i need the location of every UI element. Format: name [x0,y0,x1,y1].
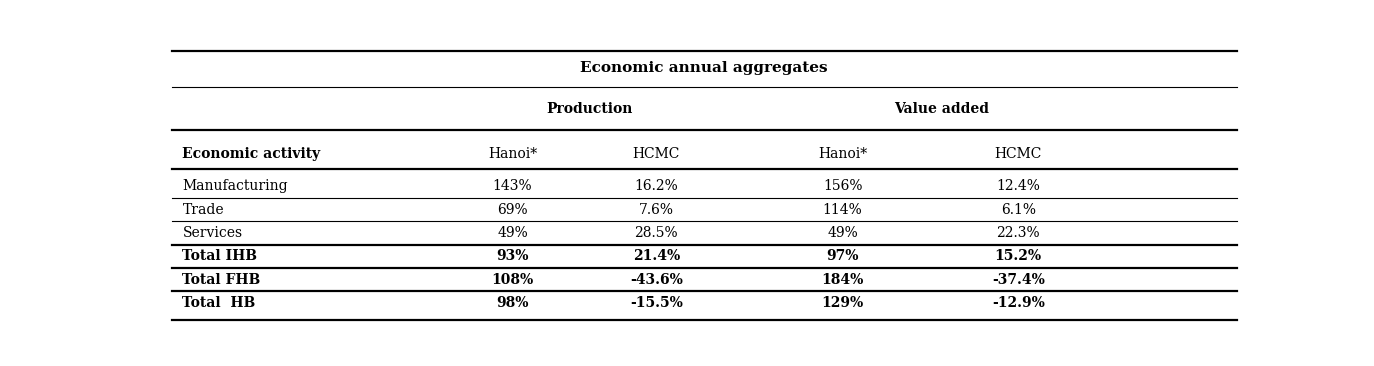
Text: 156%: 156% [823,179,863,193]
Text: HCMC: HCMC [995,147,1041,161]
Text: -15.5%: -15.5% [629,296,683,310]
Text: Total IHB: Total IHB [183,249,257,264]
Text: Services: Services [183,226,243,240]
Text: 7.6%: 7.6% [639,203,673,217]
Text: 114%: 114% [823,203,863,217]
Text: 98%: 98% [496,296,529,310]
Text: Economic annual aggregates: Economic annual aggregates [580,61,829,75]
Text: Total  HB: Total HB [183,296,256,310]
Text: 129%: 129% [822,296,864,310]
Text: 12.4%: 12.4% [996,179,1040,193]
Text: 28.5%: 28.5% [635,226,679,240]
Text: 15.2%: 15.2% [995,249,1041,264]
Text: -37.4%: -37.4% [992,273,1044,287]
Text: 93%: 93% [496,249,529,264]
Text: 16.2%: 16.2% [635,179,679,193]
Text: Hanoi*: Hanoi* [818,147,867,161]
Text: 21.4%: 21.4% [632,249,680,264]
Text: Manufacturing: Manufacturing [183,179,289,193]
Text: Total FHB: Total FHB [183,273,261,287]
Text: HCMC: HCMC [632,147,680,161]
Text: Trade: Trade [183,203,224,217]
Text: Value added: Value added [893,102,989,116]
Text: 97%: 97% [826,249,859,264]
Text: 49%: 49% [497,226,528,240]
Text: -43.6%: -43.6% [629,273,683,287]
Text: 108%: 108% [492,273,533,287]
Text: 49%: 49% [827,226,857,240]
Text: Production: Production [547,102,633,116]
Text: 6.1%: 6.1% [1000,203,1036,217]
Text: 184%: 184% [822,273,864,287]
Text: 69%: 69% [497,203,528,217]
Text: Economic activity: Economic activity [183,147,320,161]
Text: Hanoi*: Hanoi* [488,147,537,161]
Text: 22.3%: 22.3% [996,226,1040,240]
Text: -12.9%: -12.9% [992,296,1044,310]
Text: 143%: 143% [493,179,532,193]
